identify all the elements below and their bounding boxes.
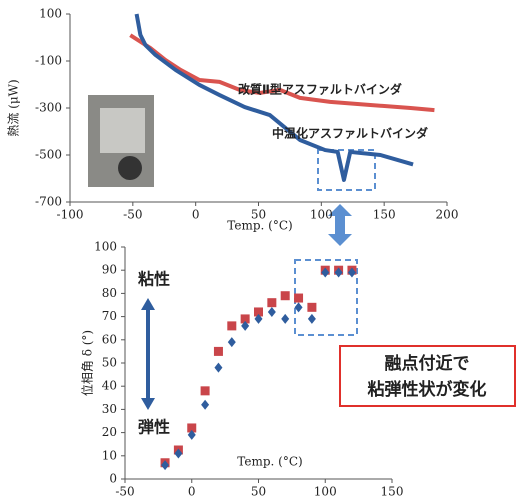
y-tick-label: 10 — [102, 448, 117, 462]
x-tick-label: -50 — [123, 208, 142, 222]
point — [294, 293, 304, 303]
x-tick-label: 150 — [373, 208, 396, 222]
x-tick-label: 50 — [251, 208, 266, 222]
point — [267, 298, 277, 308]
y-tick-label: 60 — [102, 332, 117, 346]
point — [254, 307, 263, 317]
y-tick-label: -300 — [35, 101, 62, 115]
y-axis-label: 位相角 δ (°) — [80, 330, 95, 396]
y-tick-label: 20 — [102, 425, 117, 439]
y-tick-label: -500 — [35, 148, 62, 162]
x-tick-label: 100 — [310, 208, 333, 222]
line-series — [134, 13, 414, 182]
highlight-box — [317, 149, 376, 191]
highlight-box — [294, 259, 358, 336]
y-tick-label: -100 — [35, 54, 62, 68]
point — [254, 313, 263, 324]
point — [307, 313, 316, 324]
y-tick-label: 0 — [109, 472, 117, 486]
y-tick-label: 30 — [102, 402, 117, 416]
point — [334, 267, 343, 278]
series-label: 改質Ⅱ型アスファルトバインダ — [238, 82, 402, 97]
series-label: 中温化アスファルトバインダ — [272, 126, 428, 141]
point — [241, 320, 250, 331]
point — [240, 314, 250, 324]
range-arrow — [141, 298, 155, 410]
point — [307, 302, 317, 312]
point — [200, 386, 210, 396]
point — [161, 460, 170, 471]
point — [227, 321, 237, 331]
x-tick-label: 0 — [188, 485, 196, 499]
callout-text: 融点付近で — [385, 353, 470, 374]
y-tick-label: 70 — [102, 309, 117, 323]
x-tick-label: 0 — [192, 208, 200, 222]
point — [347, 267, 356, 278]
point — [281, 313, 290, 324]
point — [213, 346, 223, 356]
point — [280, 291, 290, 301]
y-tick-label: 40 — [102, 379, 117, 393]
point — [201, 399, 210, 410]
callout-box — [339, 345, 516, 407]
point — [214, 362, 223, 373]
point — [294, 302, 303, 313]
point — [267, 306, 276, 317]
callout-text: 粘弾性状が変化 — [368, 379, 487, 400]
point — [227, 337, 236, 348]
point — [187, 423, 197, 433]
annotation: 弾性 — [138, 418, 170, 437]
y-tick-label: 50 — [102, 356, 117, 370]
x-tick-label: 100 — [314, 485, 337, 499]
x-tick-label: 50 — [251, 485, 266, 499]
x-tick-label: -100 — [57, 208, 84, 222]
point — [187, 429, 196, 440]
annotation: 粘性 — [138, 270, 170, 289]
y-tick-label: 80 — [102, 286, 117, 300]
x-axis-label: Temp. (°C) — [237, 455, 302, 469]
x-tick-label: 150 — [381, 485, 404, 499]
photo-knob — [118, 156, 142, 180]
y-tick-label: 100 — [94, 240, 117, 254]
y-tick-label: -700 — [35, 195, 62, 209]
line-series — [129, 33, 435, 113]
x-axis-label: Temp. (°C) — [227, 219, 292, 233]
y-tick-label: 100 — [39, 7, 62, 21]
photo-device — [100, 108, 145, 153]
link-arrow — [328, 204, 352, 246]
y-axis-label: 熱流 (μW) — [7, 79, 21, 136]
point — [321, 267, 330, 278]
y-tick-label: 90 — [102, 263, 117, 277]
x-tick-label: 200 — [436, 208, 459, 222]
point — [174, 448, 183, 459]
x-tick-label: -50 — [115, 485, 134, 499]
